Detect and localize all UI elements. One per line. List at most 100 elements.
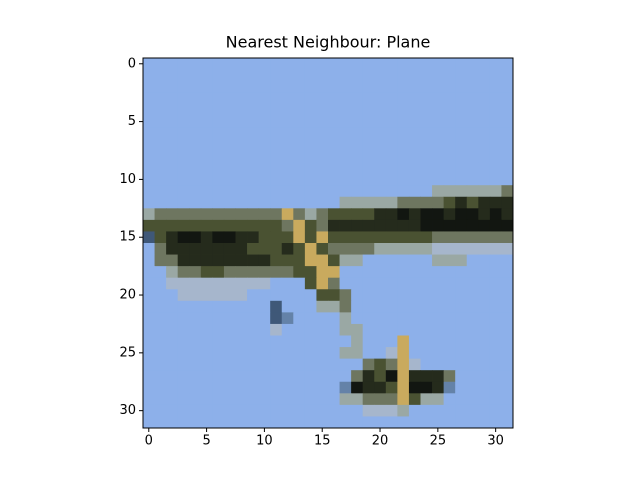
pixel [293,185,306,198]
pixel [235,127,248,140]
pixel [212,81,225,94]
pixel [154,138,167,151]
pixel [420,58,433,70]
pixel [489,404,502,417]
pixel [166,127,179,140]
pixel [455,150,468,163]
pixel [143,335,155,348]
pixel [489,81,502,94]
pixel [293,323,306,336]
pixel [362,127,375,140]
pixel [408,185,421,198]
pixel [177,393,190,406]
pixel [385,231,398,244]
y-tick-label: 0 [128,56,136,71]
pixel [189,81,202,94]
pixel [385,104,398,117]
pixel [339,92,352,105]
pixel [293,104,306,117]
pixel [339,162,352,175]
pixel [316,138,329,151]
pixel [235,58,248,70]
pixel [374,150,387,163]
pixel [235,231,248,244]
pixel [304,358,317,371]
pixel [501,277,514,290]
pixel [154,173,167,186]
pixel [339,115,352,128]
pixel [281,243,294,255]
pixel [270,300,283,313]
pixel [304,416,317,429]
pixel [455,104,468,117]
pixel [408,266,421,279]
pixel [270,219,283,232]
pixel [374,92,387,105]
pixel [258,138,271,151]
pixel [328,208,340,221]
pixel [212,358,225,371]
pixel [143,416,155,429]
pixel [270,393,283,406]
pixel [143,358,155,371]
pixel [362,416,375,429]
pixel [258,243,271,255]
pixel [385,92,398,105]
pixel [432,219,445,232]
pixel [293,127,306,140]
pixel [374,404,387,417]
pixel [420,300,433,313]
pixel [166,416,179,429]
pixel [270,266,283,279]
pixel [362,81,375,94]
pixel [443,231,456,244]
pixel [189,254,202,267]
pixel [247,404,260,417]
pixel [455,69,468,82]
pixel [397,347,410,360]
pixel [432,92,445,105]
pixel [293,81,306,94]
pixel [143,92,155,105]
pixel [362,208,375,221]
pixel [270,323,283,336]
pixel [293,219,306,232]
y-tick-label: 20 [119,288,136,303]
pixel [385,381,398,394]
pixel [247,254,260,267]
pixel [397,393,410,406]
pixel [177,416,190,429]
pixel [374,300,387,313]
pixel [374,289,387,302]
pixel [432,358,445,371]
pixel [351,81,364,94]
pixel [200,416,213,429]
pixel [177,92,190,105]
pixel [478,370,491,383]
pixel [501,69,514,82]
pixel [339,323,352,336]
pixel [362,92,375,105]
pixel [154,289,167,302]
pixel [316,404,329,417]
pixel [235,358,248,371]
pixel [316,300,329,313]
pixel [489,312,502,325]
pixel [223,393,236,406]
pixel [235,208,248,221]
pixel [408,58,421,70]
pixel [258,312,271,325]
pixel [455,277,468,290]
pixel [177,370,190,383]
pixel [351,277,364,290]
pixel [443,92,456,105]
pixel [212,266,225,279]
pixel [200,58,213,70]
pixel [420,404,433,417]
pixel [432,69,445,82]
pixel [154,162,167,175]
pixel [316,104,329,117]
pixel [212,127,225,140]
pixel [385,416,398,429]
pixel [328,254,340,267]
